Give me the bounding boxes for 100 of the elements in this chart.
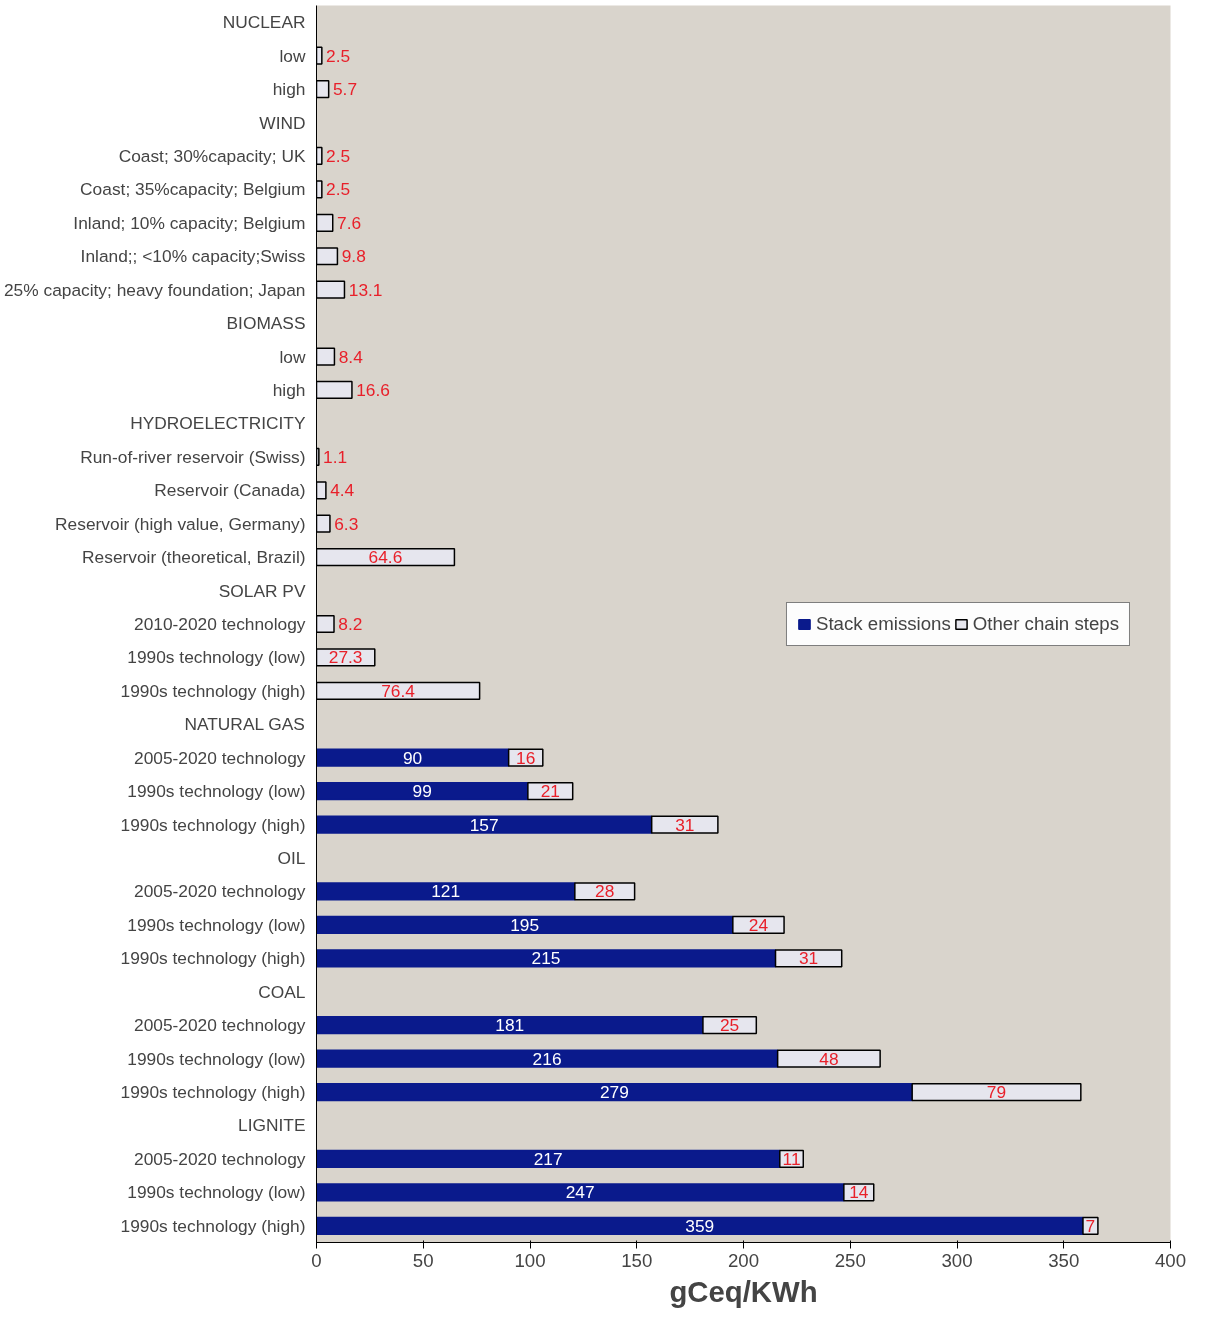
data-label: 181 bbox=[495, 1015, 525, 1036]
x-tick-label: 50 bbox=[412, 1249, 434, 1271]
data-label: 79 bbox=[986, 1082, 1007, 1103]
y-tick-label: 1990s technology (low) bbox=[127, 1048, 306, 1069]
bar bbox=[316, 1016, 704, 1035]
data-label: 21 bbox=[540, 781, 560, 802]
legend-label: Stack emissions bbox=[815, 612, 951, 635]
y-tick-label: SOLAR PV bbox=[218, 580, 306, 601]
x-tick-label: 200 bbox=[727, 1249, 760, 1271]
y-tick-label: 1990s technology (high) bbox=[120, 680, 306, 701]
data-label: 90 bbox=[402, 747, 423, 768]
data-label: 121 bbox=[431, 881, 461, 902]
y-tick-label: 1990s technology (high) bbox=[120, 948, 306, 969]
bar bbox=[316, 748, 510, 767]
y-tick-label: OIL bbox=[277, 848, 306, 869]
data-label: 279 bbox=[599, 1082, 629, 1103]
data-label: 8.2 bbox=[338, 614, 363, 634]
data-label: 215 bbox=[531, 948, 561, 969]
data-label: 359 bbox=[685, 1215, 715, 1236]
bar bbox=[911, 1082, 1082, 1102]
legend-label: Other chain steps bbox=[972, 612, 1119, 635]
bar bbox=[316, 915, 734, 934]
bar bbox=[316, 782, 529, 801]
y-tick-label: low bbox=[279, 346, 306, 367]
bar bbox=[316, 815, 653, 834]
x-axis-title: gCeq/KWh bbox=[669, 1274, 818, 1308]
bar bbox=[574, 882, 636, 901]
y-tick-label: high bbox=[272, 379, 306, 400]
y-tick-label: NATURAL GAS bbox=[184, 714, 305, 735]
x-tick-label: 250 bbox=[834, 1249, 866, 1271]
data-label: 16 bbox=[516, 747, 536, 768]
data-label: 31 bbox=[675, 814, 695, 835]
y-tick-label: 1990s technology (high) bbox=[120, 814, 306, 835]
data-label: 24 bbox=[748, 914, 769, 935]
y-tick-label: 2005-2020 technology bbox=[134, 1148, 306, 1169]
data-label: 157 bbox=[469, 814, 499, 835]
data-label: 64.6 bbox=[368, 547, 403, 568]
bar bbox=[316, 1183, 845, 1202]
bar bbox=[316, 1082, 913, 1102]
y-tick-label: HYDROELECTRICITY bbox=[130, 413, 306, 434]
y-tick-label: low bbox=[279, 45, 306, 66]
y-tick-label: Coast; 30%capacity; UK bbox=[118, 145, 306, 166]
y-tick-label: high bbox=[272, 79, 306, 100]
x-tick-label: 300 bbox=[941, 1249, 973, 1271]
y-tick-label: COAL bbox=[258, 981, 306, 1002]
data-label: 99 bbox=[412, 781, 432, 802]
data-label: 11 bbox=[782, 1148, 801, 1169]
bar bbox=[776, 1049, 881, 1068]
bar bbox=[316, 949, 777, 968]
x-tick-label: 100 bbox=[514, 1249, 546, 1271]
data-label: 48 bbox=[819, 1048, 839, 1069]
data-label: 76.4 bbox=[381, 680, 416, 701]
bar bbox=[650, 815, 719, 834]
data-label: 8.4 bbox=[338, 346, 364, 367]
bar bbox=[316, 1216, 1084, 1235]
y-tick-label: 1990s technology (low) bbox=[127, 781, 306, 802]
data-label: 25 bbox=[719, 1015, 740, 1036]
x-tick-label: 400 bbox=[1154, 1249, 1187, 1271]
y-tick-label: NUCLEAR bbox=[222, 12, 306, 33]
y-tick-label: 1990s technology (high) bbox=[120, 1082, 306, 1103]
x-tick-label: 350 bbox=[1048, 1249, 1080, 1271]
data-label: 7 bbox=[1085, 1215, 1096, 1236]
y-tick-label: Reservoir (Canada) bbox=[154, 480, 306, 501]
data-label: 14 bbox=[849, 1182, 869, 1203]
data-label: 6.3 bbox=[334, 513, 359, 534]
y-tick-label: 2005-2020 technology bbox=[134, 747, 306, 768]
data-label: 5.7 bbox=[332, 79, 358, 100]
y-tick-label: Inland; 10% capacity; Belgium bbox=[73, 212, 306, 233]
data-label: 2.5 bbox=[326, 145, 351, 166]
y-tick-label: Reservoir (high value, Germany) bbox=[55, 513, 306, 534]
data-label: 7.6 bbox=[337, 212, 362, 233]
y-tick-label: 1990s technology (low) bbox=[127, 647, 306, 668]
y-tick-label: BIOMASS bbox=[226, 313, 306, 334]
y-tick-label: 1990s technology (low) bbox=[127, 914, 306, 935]
y-tick-label: Reservoir (theoretical, Brazil) bbox=[82, 547, 306, 568]
y-tick-label: Coast; 35%capacity; Belgium bbox=[80, 179, 306, 200]
data-label: 4.4 bbox=[330, 480, 355, 501]
data-label: 13.1 bbox=[348, 279, 383, 300]
data-label: 217 bbox=[533, 1148, 563, 1169]
bar bbox=[316, 882, 576, 901]
x-tick-label: 0 bbox=[311, 1249, 322, 1271]
data-label: 16.6 bbox=[356, 379, 390, 400]
bar bbox=[316, 1149, 781, 1169]
y-tick-label: LIGNITE bbox=[238, 1115, 306, 1136]
data-label: 27.3 bbox=[328, 647, 363, 668]
data-label: 2.5 bbox=[326, 179, 351, 200]
data-label: 1.1 bbox=[323, 446, 348, 467]
x-tick-label: 150 bbox=[621, 1249, 653, 1271]
y-tick-label: 2010-2020 technology bbox=[134, 614, 306, 634]
y-tick-label: 1990s technology (high) bbox=[120, 1215, 306, 1236]
y-tick-label: 1990s technology (low) bbox=[127, 1182, 306, 1203]
y-tick-label: Inland;; <10% capacity;Swiss bbox=[80, 246, 306, 267]
y-tick-label: WIND bbox=[259, 112, 306, 133]
y-tick-label: 2005-2020 technology bbox=[134, 1015, 306, 1036]
y-tick-label: 25% capacity; heavy foundation; Japan bbox=[3, 279, 306, 300]
data-label: 9.8 bbox=[341, 246, 366, 267]
y-tick-label: Run-of-river reservoir (Swiss) bbox=[80, 446, 306, 467]
data-label: 247 bbox=[565, 1182, 595, 1203]
data-label: 2.5 bbox=[326, 45, 351, 66]
data-label: 195 bbox=[510, 914, 540, 935]
